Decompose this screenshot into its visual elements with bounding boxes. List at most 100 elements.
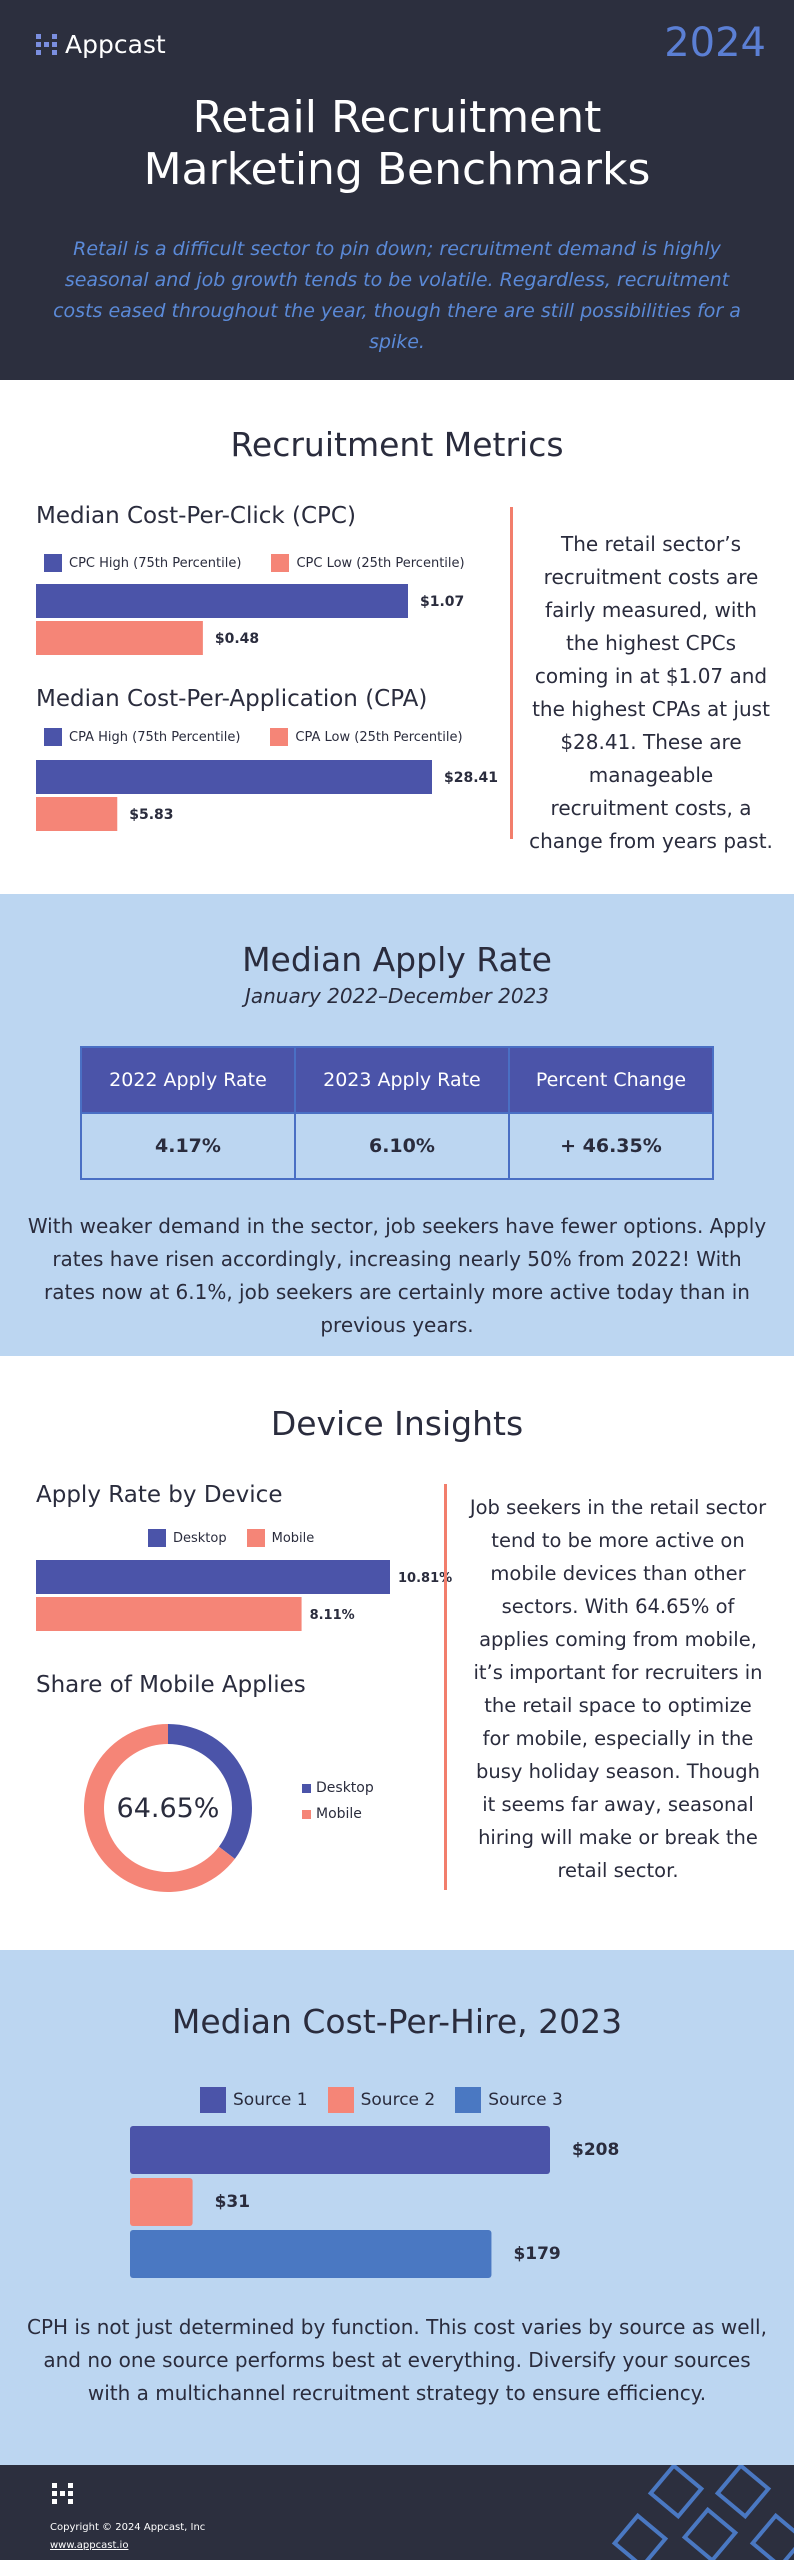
apply-rate-description: With weaker demand in the sector, job se…	[27, 1214, 767, 1337]
page-title-line-1: Retail Recruitment	[192, 92, 602, 143]
legend-item: CPC High (75th Percentile)	[44, 554, 241, 572]
table-header-2023: 2023 Apply Rate	[293, 1046, 510, 1114]
bar-value-label: $208	[572, 2140, 619, 2160]
legend-label: Source 2	[360, 2090, 436, 2110]
legend-swatch	[246, 1529, 265, 1547]
bar-mobile	[36, 1597, 302, 1631]
bar-cpa-high-75th-percentile	[36, 760, 432, 794]
legend-item: Mobile	[246, 1529, 315, 1547]
footer: Copyright © 2024 Appcast, Inc www.appcas…	[0, 2465, 794, 2560]
donut-svg	[84, 1724, 252, 1892]
cph-legend: Source 1 Source 2 Source 3	[200, 2087, 593, 2113]
legend-item: Desktop	[148, 1529, 227, 1547]
section-title-recruitment-metrics: Recruitment Metrics	[230, 425, 564, 464]
legend-swatch	[455, 2087, 482, 2113]
device-legend: Desktop Mobile	[148, 1529, 344, 1547]
legend-item: Desktop	[302, 1780, 374, 1796]
legend-item: Source 1	[200, 2087, 308, 2113]
bar-value-label: $31	[215, 2192, 251, 2212]
bar-source-2	[130, 2178, 193, 2226]
table-header-2022: 2022 Apply Rate	[80, 1046, 296, 1114]
table-header-change: Percent Change	[507, 1046, 715, 1114]
apply-rate-date-range: January 2022–December 2023	[244, 984, 550, 1008]
report-year: 2024	[664, 20, 766, 66]
bar-value-label: $1.07	[420, 594, 464, 610]
bar-value-label: $5.83	[129, 807, 173, 823]
bar-value-label: $0.48	[215, 631, 259, 647]
apply-rate-table: 2022 Apply Rate 2023 Apply Rate Percent …	[80, 1046, 715, 1180]
legend-label: CPC High (75th Percentile)	[69, 555, 242, 571]
header: Appcast 2024 Retail Recruitment Marketin…	[0, 0, 794, 380]
cpa-chart-title: Median Cost-Per-Application (CPA)	[36, 686, 428, 712]
legend-label: Mobile	[271, 1530, 315, 1546]
cpc-bar-chart: $1.07 $0.48	[36, 584, 464, 655]
table-header-row: 2022 Apply Rate 2023 Apply Rate Percent …	[80, 1046, 715, 1114]
section-title-cost-per-hire: Median Cost-Per-Hire, 2023	[171, 2002, 623, 2041]
bar-source-1	[130, 2126, 550, 2174]
bar-value-label: $179	[513, 2244, 560, 2264]
device-bar-chart: 10.81% 8.11%	[36, 1560, 452, 1631]
legend-label: Mobile	[316, 1806, 362, 1822]
device-description: Job seekers in the retail sector tend to…	[469, 1496, 767, 1882]
legend-label: Desktop	[316, 1780, 374, 1796]
bar-value-label: 10.81%	[398, 1571, 452, 1586]
legend-swatch	[327, 2087, 354, 2113]
legend-label: Source 1	[233, 2090, 308, 2110]
legend-label: CPA High (75th Percentile)	[69, 729, 241, 745]
metrics-description: The retail sector’s recruitment costs ar…	[529, 532, 773, 853]
table-cell-2022: 4.17%	[80, 1112, 296, 1180]
page-title: Retail Recruitment Marketing Benchmarks	[0, 92, 794, 196]
legend-label: Source 3	[488, 2090, 563, 2110]
website-link[interactable]: www.appcast.io	[50, 2540, 129, 2551]
legend-label: Desktop	[173, 1530, 227, 1546]
bar-source-3	[130, 2230, 492, 2278]
table-cell-2023: 6.10%	[293, 1112, 510, 1180]
device-chart-title: Apply Rate by Device	[36, 1482, 283, 1508]
logo-text: Appcast	[65, 30, 166, 59]
section-title-device-insights: Device Insights	[270, 1404, 524, 1443]
legend-label: CPA Low (25th Percentile)	[295, 729, 463, 745]
divider-line	[444, 1484, 447, 1890]
page-subtitle: Retail is a difficult sector to pin down…	[53, 238, 741, 353]
cpa-bar-chart: $28.41 $5.83	[36, 760, 498, 831]
cpc-legend: CPC High (75th Percentile) CPC Low (25th…	[44, 554, 495, 572]
bar-value-label: 8.11%	[310, 1608, 355, 1623]
donut-slice-desktop	[168, 1724, 252, 1859]
mobile-share-chart-title: Share of Mobile Applies	[36, 1672, 306, 1698]
appcast-footer-logo-icon[interactable]	[52, 2483, 73, 2504]
cph-bar-chart: $208 $31 $179	[130, 2126, 619, 2278]
cpa-legend: CPA High (75th Percentile) CPA Low (25th…	[44, 728, 493, 746]
section-title-apply-rate: Median Apply Rate	[242, 940, 552, 979]
legend-item: Source 2	[327, 2087, 436, 2113]
legend-swatch	[200, 2087, 226, 2113]
legend-item: CPC Low (25th Percentile)	[271, 554, 465, 572]
bar-cpc-low-25th-percentile	[36, 621, 203, 655]
table-row: 4.17% 6.10% + 46.35%	[80, 1112, 715, 1180]
bar-desktop	[36, 1560, 390, 1594]
mobile-share-donut: 64.65%	[80, 1720, 256, 1896]
legend-swatch	[302, 1783, 311, 1793]
legend-swatch	[302, 1809, 311, 1819]
appcast-logo[interactable]: Appcast	[36, 30, 166, 59]
donut-legend: Desktop Mobile	[302, 1780, 374, 1832]
legend-swatch	[44, 728, 62, 746]
legend-label: CPC Low (25th Percentile)	[296, 555, 465, 571]
cph-description: CPH is not just determined by function. …	[27, 2315, 767, 2405]
legend-item: Source 3	[455, 2087, 563, 2113]
divider-line	[510, 507, 513, 839]
legend-swatch	[270, 728, 289, 746]
bar-cpc-high-75th-percentile	[36, 584, 408, 618]
legend-swatch	[148, 1529, 166, 1547]
table-cell-change: + 46.35%	[507, 1112, 715, 1180]
appcast-logo-icon	[36, 34, 57, 55]
decorative-diamonds-icon	[611, 2465, 794, 2560]
bar-value-label: $28.41	[444, 770, 498, 786]
legend-item: Mobile	[302, 1806, 374, 1822]
legend-swatch	[44, 554, 62, 572]
copyright-text: Copyright © 2024 Appcast, Inc	[50, 2522, 206, 2533]
bar-cpa-low-25th-percentile	[36, 797, 118, 831]
page-title-line-2: Marketing Benchmarks	[143, 144, 651, 195]
cpc-chart-title: Median Cost-Per-Click (CPC)	[36, 503, 356, 529]
legend-item: CPA High (75th Percentile)	[44, 728, 240, 746]
donut-center-label: 64.65%	[116, 1792, 220, 1824]
